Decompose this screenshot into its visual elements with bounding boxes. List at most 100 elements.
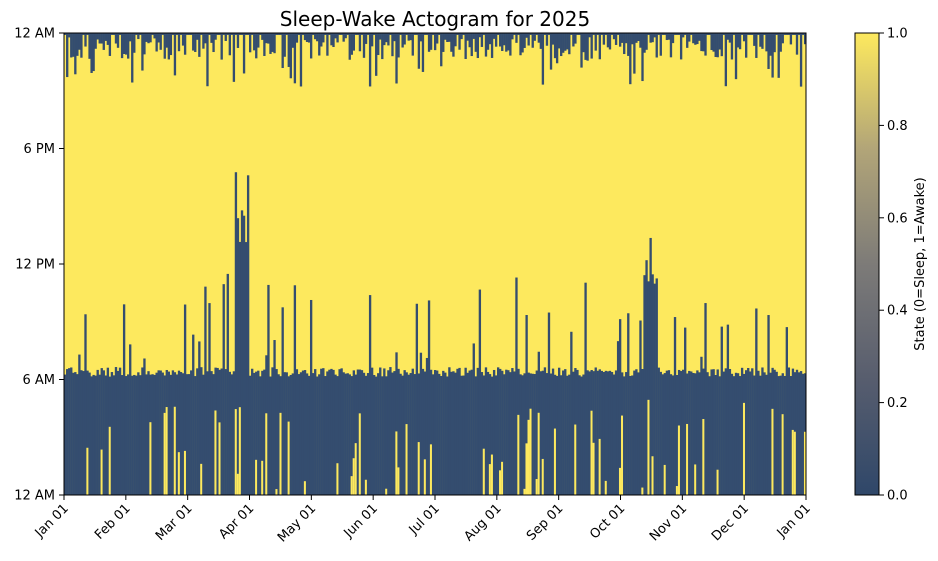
sleep-bar-morning — [523, 373, 526, 495]
sleep-bar-morning — [472, 343, 475, 495]
sleep-bar-morning — [604, 370, 608, 495]
sleep-bar-morning — [692, 372, 695, 495]
sleep-bar-morning — [724, 368, 728, 495]
sleep-bar-evening — [799, 33, 803, 87]
sleep-bar-evening — [364, 33, 368, 44]
sleep-bar-morning — [236, 218, 240, 495]
sleep-bar-morning — [364, 375, 368, 495]
sleep-bar-evening — [736, 33, 740, 48]
sleep-bar-morning — [399, 373, 402, 495]
awake-interruption — [279, 412, 282, 495]
sleep-bar-morning — [586, 370, 589, 495]
sleep-bar-morning — [511, 368, 514, 495]
sleep-bar-evening — [259, 33, 262, 35]
y-tick-label: 12 AM — [14, 27, 55, 42]
sleep-bar-evening — [64, 33, 67, 35]
sleep-bar-morning — [505, 369, 508, 495]
sleep-bar-morning — [281, 307, 284, 495]
sleep-bar-morning — [179, 372, 183, 495]
sleep-bar-morning — [293, 285, 297, 495]
sleep-bar-evening — [513, 33, 516, 35]
sleep-bar-evening — [618, 33, 622, 47]
sleep-bar-morning — [88, 372, 91, 495]
sleep-bar-morning — [625, 372, 628, 495]
sleep-bar-evening — [562, 33, 565, 53]
x-tick-label: Jan 01 — [774, 501, 814, 541]
sleep-bar-evening — [92, 33, 95, 72]
sleep-bar-morning — [667, 370, 671, 495]
sleep-bar-evening — [700, 33, 703, 52]
sleep-bar-evening — [698, 33, 701, 41]
sleep-bar-evening — [771, 33, 774, 78]
sleep-bar-evening — [616, 33, 620, 35]
sleep-bar-morning — [492, 369, 496, 495]
sleep-bar-evening — [560, 33, 563, 57]
sleep-bar-morning — [389, 367, 392, 495]
sleep-bar-morning — [747, 367, 750, 495]
sleep-bar-morning — [377, 373, 380, 495]
sleep-bar-morning — [78, 354, 81, 495]
sleep-bar-evening — [133, 33, 136, 53]
sleep-bar-morning — [773, 369, 776, 495]
x-tick-label: Jan 01 — [32, 501, 72, 541]
sleep-bar-morning — [100, 368, 103, 495]
sleep-bar-morning — [694, 373, 697, 495]
sleep-bar-evening — [720, 33, 723, 57]
colorbar-tick-label: 0.8 — [887, 119, 908, 134]
sleep-bar-morning — [647, 281, 650, 495]
sleep-bar-morning — [64, 374, 67, 495]
sleep-bar-morning — [429, 369, 433, 495]
sleep-bar-evening — [120, 33, 124, 59]
sleep-bar-morning — [684, 327, 687, 495]
sleep-bar-evening — [704, 33, 707, 56]
awake-interruption — [218, 422, 221, 495]
sleep-bar-evening — [515, 33, 518, 43]
sleep-bar-evening — [393, 33, 396, 42]
sleep-bar-morning — [267, 284, 270, 495]
sleep-bar-morning — [161, 372, 164, 495]
sleep-bar-morning — [171, 370, 175, 495]
sleep-bar-morning — [68, 368, 71, 495]
colorbar-tick-label: 0.4 — [887, 304, 908, 319]
sleep-bar-morning — [738, 376, 742, 495]
sleep-bar-evening — [124, 33, 128, 55]
sleep-bar-evening — [578, 33, 581, 35]
sleep-bar-evening — [139, 33, 142, 35]
sleep-bar-morning — [783, 375, 786, 495]
sleep-bar-evening — [118, 33, 122, 35]
sleep-bar-morning — [549, 373, 553, 495]
sleep-bar-evening — [456, 33, 459, 35]
sleep-bar-morning — [94, 375, 97, 495]
sleep-bar-morning — [736, 373, 740, 495]
sleep-bar-evening — [623, 33, 626, 55]
sleep-bar-morning — [476, 367, 479, 495]
sleep-bar-morning — [131, 375, 134, 495]
sleep-bar-evening — [108, 33, 112, 56]
sleep-bar-morning — [72, 372, 75, 495]
sleep-bar-evening — [738, 33, 742, 50]
sleep-bar-evening — [671, 33, 675, 44]
sleep-bar-morning — [480, 372, 484, 495]
sleep-bar-morning — [192, 334, 195, 495]
sleep-bar-morning — [653, 283, 656, 495]
sleep-bar-morning — [210, 371, 213, 495]
sleep-bar-evening — [80, 33, 83, 58]
sleep-bar-evening — [263, 33, 266, 56]
sleep-bar-evening — [488, 33, 492, 45]
sleep-bar-evening — [761, 33, 764, 49]
sleep-bar-evening — [155, 33, 158, 52]
sleep-bar-morning — [618, 319, 622, 495]
sleep-bar-evening — [220, 33, 223, 60]
sleep-bar-morning — [263, 369, 266, 495]
sleep-bar-morning — [596, 370, 599, 495]
sleep-bar-morning — [118, 367, 122, 495]
sleep-bar-evening — [411, 33, 414, 56]
sleep-bar-morning — [246, 175, 250, 495]
sleep-bar-morning — [799, 371, 803, 495]
sleep-bar-morning — [234, 172, 238, 495]
sleep-bar-morning — [316, 376, 319, 495]
sleep-bar-morning — [242, 215, 246, 495]
sleep-bar-morning — [643, 275, 646, 495]
sleep-bar-evening — [163, 33, 166, 59]
awake-interruption — [527, 419, 530, 495]
